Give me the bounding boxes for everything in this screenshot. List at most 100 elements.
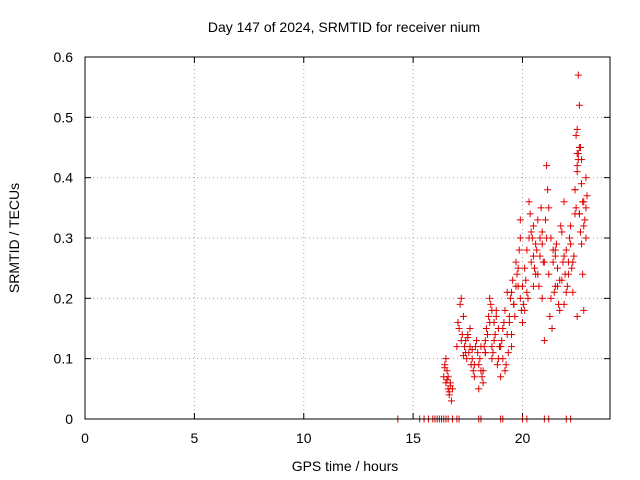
data-point [525,198,533,206]
data-point [468,346,476,354]
data-point [537,204,545,212]
data-point [538,294,546,302]
data-point [578,180,586,188]
data-point [574,150,582,158]
data-point [545,204,553,212]
data-point [516,294,524,302]
data-point [524,294,532,302]
data-point [579,270,587,278]
y-tick-label: 0.4 [54,170,74,186]
data-point [540,337,548,345]
data-point [447,397,455,405]
data-point [532,270,540,278]
data-point [481,337,489,345]
data-point [477,367,485,375]
data-point [571,186,579,194]
x-tick-label: 15 [405,430,421,446]
data-point [445,388,453,396]
data-point [572,131,580,139]
data-point [576,228,584,236]
y-tick-label: 0 [65,411,73,427]
data-point [526,210,534,218]
x-axis-label: GPS time / hours [292,458,399,474]
data-point [446,382,454,390]
data-point [459,312,467,320]
data-point [549,258,557,266]
data-point [484,331,491,339]
data-point [558,228,566,236]
data-point [490,318,498,326]
data-point [502,361,510,369]
data-point [476,355,484,363]
data-point [582,234,590,242]
y-tick-label: 0.5 [54,109,74,125]
data-point [545,270,553,278]
data-point [523,288,531,296]
data-point [534,216,542,224]
data-point [573,125,581,133]
data-point [466,325,474,332]
data-point [488,343,496,351]
plot-frame [84,56,611,420]
data-point [574,71,582,79]
data-point [470,373,478,381]
data-point [467,361,475,369]
x-tick-label: 0 [81,430,89,446]
data-point [547,294,555,302]
data-point [531,264,539,272]
data-point [527,228,535,236]
data-point [572,204,580,212]
data-point [516,216,524,224]
data-point [569,288,577,296]
data-point [554,282,561,290]
data-point [554,264,561,272]
data-point [481,349,489,357]
data-point [567,240,575,248]
data-point [444,373,452,381]
data-point [457,294,465,302]
data-point [505,318,513,326]
data-point [523,246,531,254]
data-point [562,246,570,254]
data-point [550,288,558,296]
y-tick-label: 0.1 [54,351,74,367]
data-point [464,334,472,342]
data-point [573,312,581,320]
y-axis-label: SRMTID / TECUs [6,183,22,293]
data-point [479,379,487,387]
data-point [560,252,568,260]
data-point [520,300,528,308]
data-point [493,361,501,369]
data-point [488,306,496,314]
data-point [536,252,544,260]
data-point [508,288,516,296]
data-point [511,312,519,320]
data-point [485,312,493,320]
data-point [578,156,586,164]
data-point [469,367,477,375]
data-point [582,174,590,182]
data-point [491,331,499,339]
data-point [492,312,500,320]
data-point [564,258,572,266]
data-point [529,252,537,260]
data-points [394,71,591,423]
y-tick-label: 0.2 [54,290,74,306]
data-point [489,349,497,357]
data-point [473,337,481,345]
data-point [556,276,564,284]
data-point [540,258,548,266]
data-point [536,234,544,242]
data-point [583,192,591,200]
data-point [560,198,568,206]
data-point [567,222,575,230]
data-point [513,270,521,278]
data-point [497,373,505,381]
data-point [548,325,556,332]
data-point [579,198,587,206]
data-point [581,216,589,224]
data-point [508,343,516,351]
data-point [547,234,555,242]
